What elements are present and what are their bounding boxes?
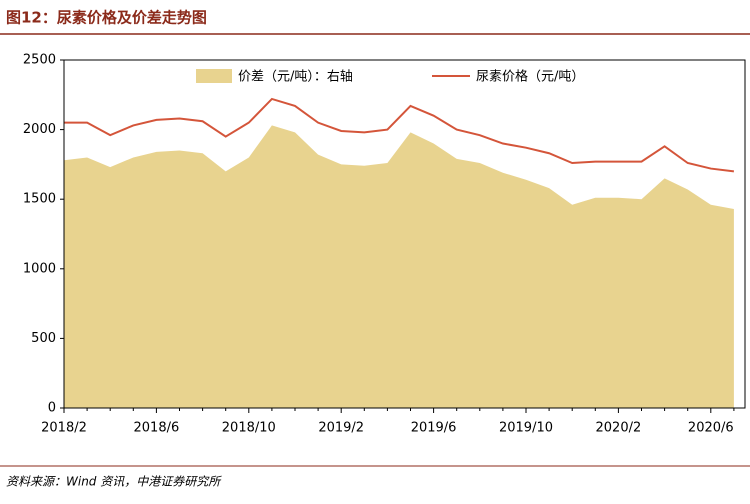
x-tick-label: 2019/2	[318, 421, 364, 436]
x-tick-label: 2018/6	[134, 421, 180, 436]
x-tick-label: 2018/2	[41, 421, 87, 436]
x-tick-label: 2018/10	[222, 421, 276, 436]
spread-area	[64, 125, 734, 408]
chart-title: 图12：尿素价格及价差走势图	[6, 9, 207, 27]
y-tick-label: 2500	[23, 53, 56, 68]
y-tick-label: 1000	[23, 261, 56, 276]
y-tick-label: 2000	[23, 122, 56, 137]
y-tick-label: 1500	[23, 192, 56, 207]
x-tick-label: 2020/2	[596, 421, 642, 436]
y-tick-label: 500	[31, 331, 56, 346]
x-tick-label: 2019/10	[499, 421, 553, 436]
legend-label: 尿素价格（元/吨）	[476, 69, 584, 85]
legend-label: 价差（元/吨）：右轴	[238, 70, 353, 85]
price-line	[64, 97, 735, 173]
x-tick-label: 2020/6	[688, 421, 734, 436]
x-tick-label: 2019/6	[411, 421, 457, 436]
legend-swatch	[196, 69, 232, 83]
source-note: 资料来源：Wind 资讯，中港证券研究所	[6, 475, 222, 489]
plot-frame	[63, 59, 746, 409]
y-tick-label: 0	[48, 401, 56, 416]
